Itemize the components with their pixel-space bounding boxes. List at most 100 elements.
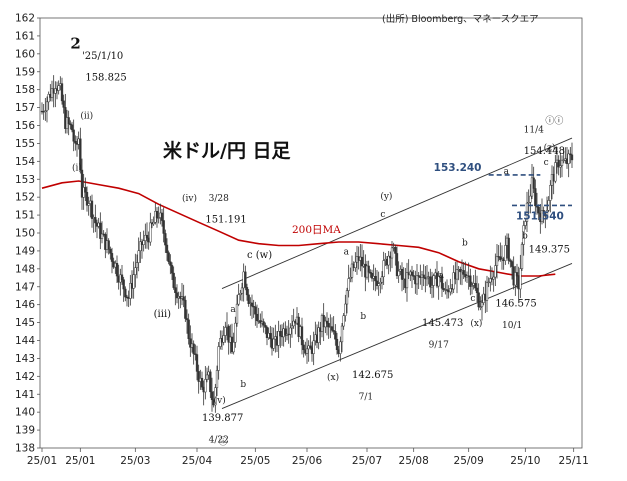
candle-body xyxy=(70,124,74,131)
candle-body xyxy=(235,303,239,324)
x-tick-label: 25/08 xyxy=(399,455,429,467)
x-tick-label: 25/01 xyxy=(27,455,57,467)
candle-body xyxy=(514,272,517,286)
candle-body xyxy=(115,263,119,277)
wave-label: 7/1 xyxy=(359,393,373,403)
candle-body xyxy=(570,154,574,161)
candle-body xyxy=(90,200,94,219)
y-tick-label: 158 xyxy=(15,84,35,96)
candle-body xyxy=(94,217,97,224)
candle-body xyxy=(480,302,484,308)
candle-body xyxy=(437,276,440,287)
candle-body xyxy=(452,272,455,290)
candle-body xyxy=(345,290,349,305)
y-tick-label: 147 xyxy=(15,281,35,293)
candle-body xyxy=(534,188,537,207)
wave-label: (z) xyxy=(544,143,556,154)
candle-body xyxy=(344,303,347,316)
candle-body xyxy=(560,159,564,166)
wave-label: b xyxy=(522,231,528,241)
candle-body xyxy=(160,212,164,221)
candle-body xyxy=(99,222,102,239)
wave-label: 11/4 xyxy=(524,126,544,136)
candle-body xyxy=(214,387,217,406)
candle-body xyxy=(415,275,419,285)
y-tick-label: 151 xyxy=(15,210,35,222)
wave-label: a xyxy=(504,167,510,177)
y-tick-label: 162 xyxy=(15,13,35,25)
candle-body xyxy=(67,117,70,125)
candle-body xyxy=(309,345,312,348)
candle-body xyxy=(239,292,242,295)
candle-body xyxy=(440,276,444,289)
candle-body xyxy=(410,271,414,276)
candle-body xyxy=(210,391,214,400)
candle-body xyxy=(395,253,399,277)
candle-body xyxy=(469,275,472,287)
candle-body xyxy=(387,255,390,266)
candle-body xyxy=(182,296,185,301)
candle-body xyxy=(335,338,339,350)
candle-body xyxy=(69,123,72,126)
candle-body xyxy=(134,267,137,275)
candle-body xyxy=(527,202,530,204)
wave-label: (i) xyxy=(72,162,82,173)
candle-body xyxy=(287,333,290,336)
candle-body xyxy=(562,159,565,162)
wave-label: 3/28 xyxy=(209,194,229,204)
candle-body xyxy=(215,370,219,388)
candle-body xyxy=(217,346,220,371)
candle-body xyxy=(375,280,379,286)
channel-upper-line xyxy=(221,137,573,289)
candle-body xyxy=(522,225,525,245)
candle-body xyxy=(120,274,124,280)
candle-body xyxy=(342,315,345,327)
candle-body xyxy=(47,94,50,103)
candle-body xyxy=(74,140,77,144)
candle-body xyxy=(255,313,259,321)
candle-body xyxy=(139,241,142,252)
candle-body xyxy=(300,326,304,346)
wave-label: 2 xyxy=(70,34,80,52)
candle-body xyxy=(507,237,510,261)
wave-label: a xyxy=(439,271,445,281)
candle-body xyxy=(124,288,127,298)
candle-body xyxy=(187,319,190,339)
y-tick-label: 148 xyxy=(15,263,35,275)
candle-body xyxy=(122,279,125,290)
candle-body xyxy=(185,318,189,321)
candle-body xyxy=(262,321,265,326)
candle-body xyxy=(85,192,89,206)
candle-body xyxy=(44,110,47,112)
candle-body xyxy=(380,276,384,283)
y-tick-label: 160 xyxy=(15,48,35,60)
candle-body xyxy=(412,275,415,277)
candle-body xyxy=(327,323,330,328)
x-tick-label: 25/09 xyxy=(454,455,484,467)
candle-body xyxy=(332,330,335,332)
wave-label: (v) xyxy=(214,395,226,406)
candle-body xyxy=(390,247,394,259)
candle-body xyxy=(449,288,452,293)
candle-body xyxy=(504,245,507,262)
candle-body xyxy=(100,233,104,239)
wave-label: 139.877 xyxy=(202,413,243,424)
candle-body xyxy=(224,327,227,336)
candle-body xyxy=(400,268,404,280)
wave-label: a xyxy=(344,248,350,258)
candle-body xyxy=(174,287,177,294)
candle-body xyxy=(367,265,370,273)
candle-body xyxy=(209,371,212,393)
y-tick-label: 139 xyxy=(15,425,35,437)
candle-body xyxy=(360,256,364,267)
wave-label: (y) xyxy=(380,191,392,202)
candle-body xyxy=(557,159,560,168)
x-tick-label: 25/04 xyxy=(182,455,213,467)
moving-average xyxy=(41,180,556,277)
level-label: 151.540 xyxy=(516,210,564,222)
wave-label: c (w) xyxy=(247,250,272,261)
wave-label: c xyxy=(544,158,549,168)
candle-body xyxy=(107,240,110,250)
wave-label: 146.575 xyxy=(495,298,536,309)
